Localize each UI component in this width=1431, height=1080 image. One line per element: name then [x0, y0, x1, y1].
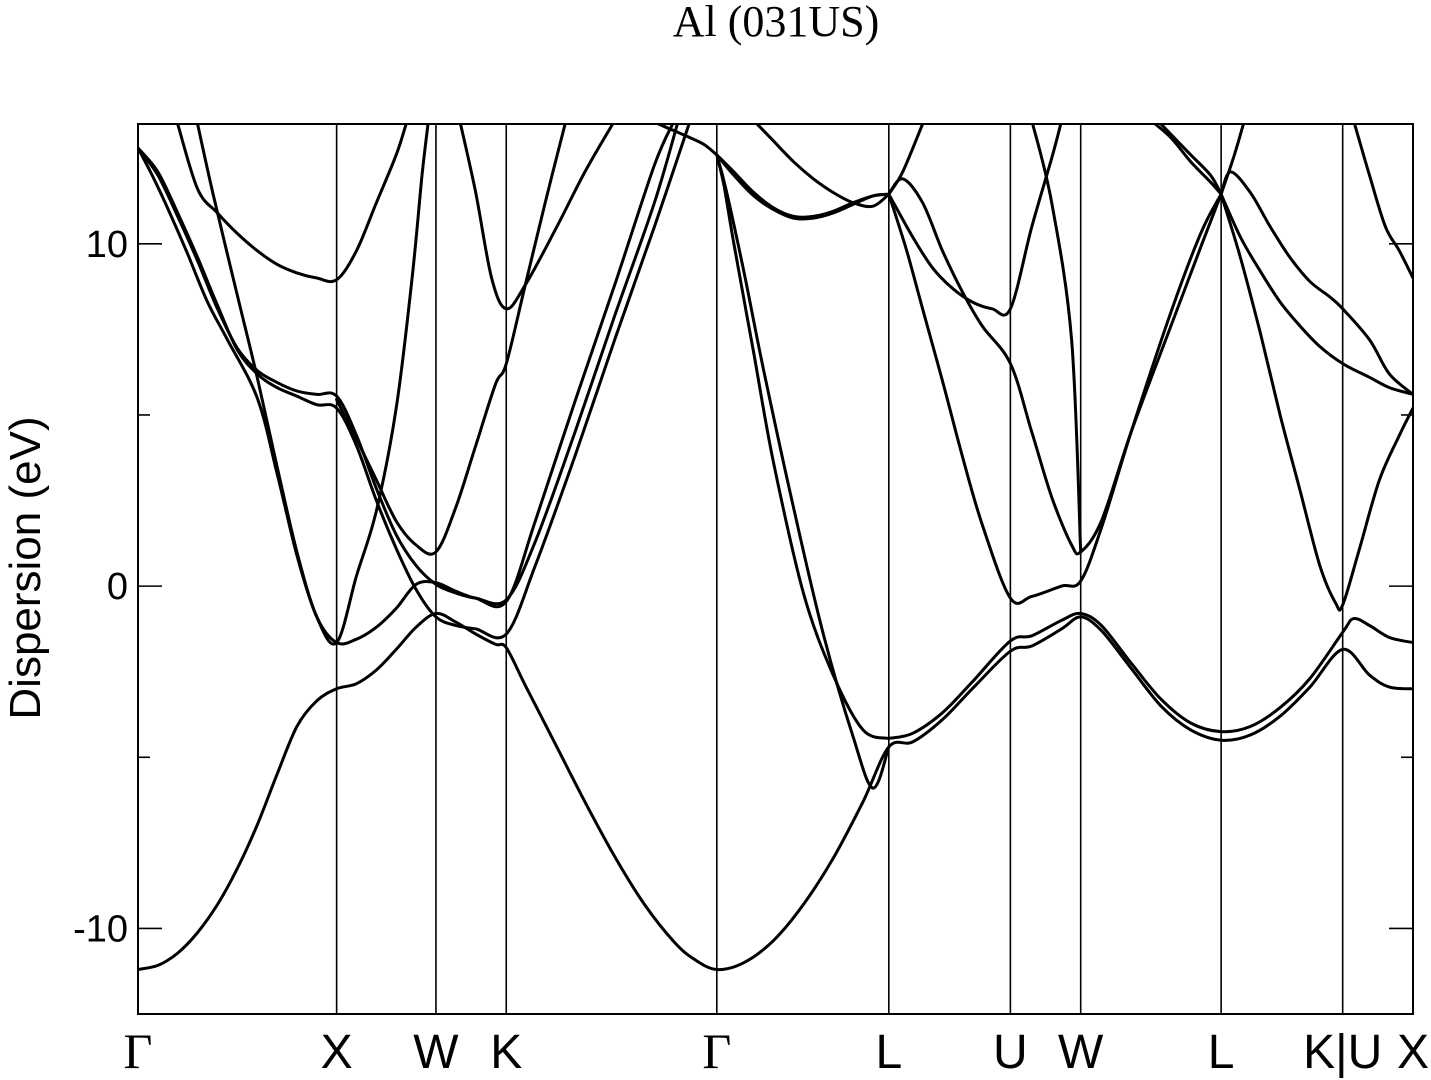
band-line-2	[887, 611, 1413, 740]
y-tick-label: -10	[73, 908, 128, 950]
band-line-5	[138, 124, 675, 646]
x-tick-label: Γ	[702, 1023, 731, 1079]
x-tick-label: K	[490, 1026, 522, 1079]
y-tick-label: 10	[86, 224, 128, 266]
band-line-23	[1219, 192, 1413, 612]
band-line-12	[715, 153, 891, 790]
high-symmetry-lines	[335, 124, 1344, 1014]
band-line-19	[887, 124, 925, 196]
band-line-14	[656, 124, 719, 157]
band-line-8	[335, 124, 567, 556]
band-line-26	[1353, 124, 1413, 280]
band-line-18	[887, 192, 1223, 605]
band-line-21	[1219, 170, 1413, 396]
band-line-17	[887, 124, 1063, 317]
y-axis-ticks: -10 0 10	[73, 224, 1413, 950]
x-axis-tick-labels: Γ X W K Γ L U W L K|U X	[124, 1023, 1429, 1079]
band-line-22	[1219, 192, 1413, 396]
band-line-4	[138, 124, 679, 606]
band-line-15	[755, 124, 891, 209]
x-tick-label: Γ	[124, 1023, 153, 1079]
y-tick-label: 0	[107, 566, 128, 608]
chart-title: Al (031US)	[673, 0, 880, 46]
band-line-10	[715, 153, 891, 221]
y-axis-label: Dispersion (eV)	[1, 416, 50, 719]
band-line-11	[715, 153, 891, 219]
x-tick-label: X	[1397, 1026, 1429, 1079]
band-line-9	[459, 124, 615, 311]
band-line-16	[887, 177, 1223, 556]
band-line-3	[138, 124, 691, 640]
x-tick-label: L	[1208, 1026, 1235, 1079]
x-tick-label: W	[1058, 1026, 1104, 1079]
x-tick-label: L	[875, 1026, 902, 1079]
x-tick-label: K|U	[1303, 1026, 1382, 1079]
band-line-24	[1159, 124, 1223, 196]
band-lines	[138, 124, 1413, 972]
band-line-27	[1152, 124, 1223, 196]
band-line-20	[1031, 124, 1083, 554]
x-tick-label: W	[413, 1026, 459, 1079]
band-line-25	[1219, 124, 1245, 196]
x-tick-label: U	[993, 1026, 1028, 1079]
x-tick-label: X	[321, 1026, 353, 1079]
band-line-13	[715, 153, 891, 740]
band-line-6	[176, 124, 408, 284]
plot-frame	[137, 123, 1414, 1015]
band-line-7	[196, 124, 430, 646]
band-line-1	[138, 611, 1413, 972]
